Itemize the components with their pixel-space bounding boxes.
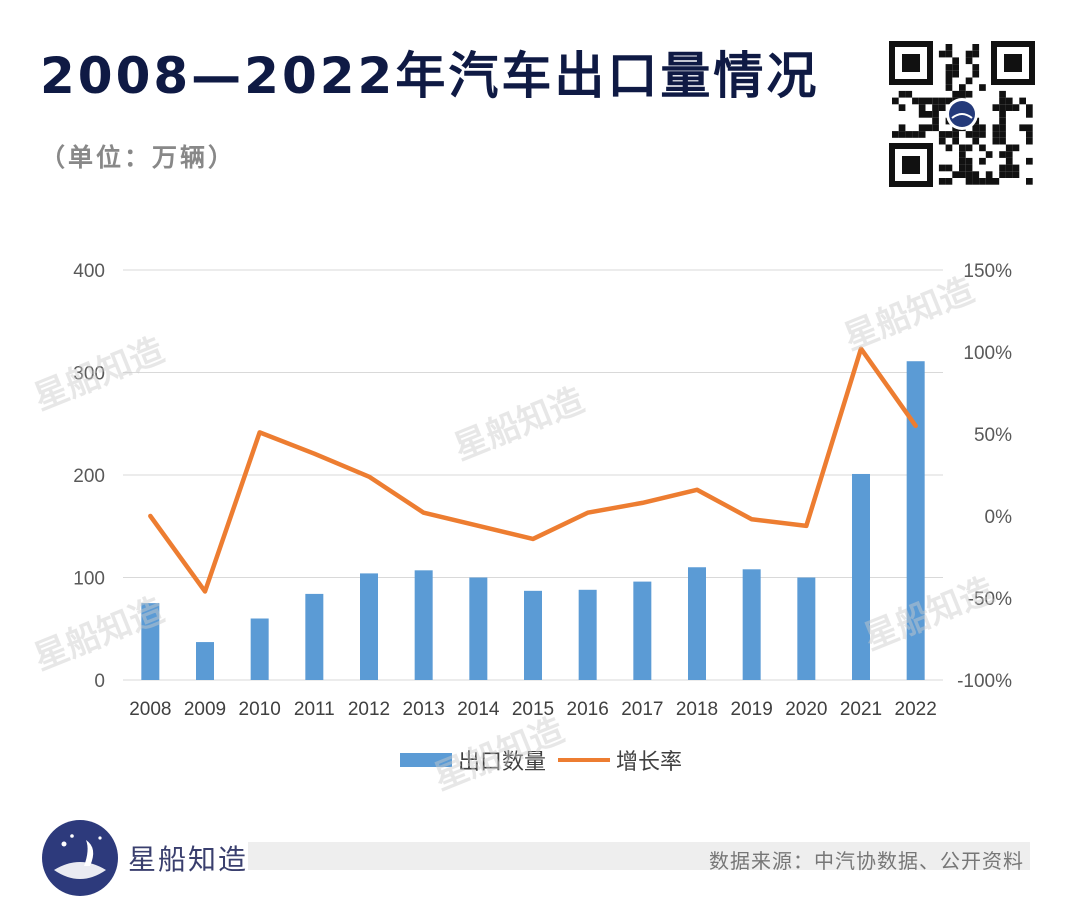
x-tick-label: 2022 <box>895 699 937 720</box>
starship-logo-icon <box>42 820 118 896</box>
watermark: 星船知造 <box>448 380 589 468</box>
watermark: 星船知造 <box>858 570 999 658</box>
x-tick-label: 2010 <box>239 699 281 720</box>
x-tick-label: 2008 <box>129 699 171 720</box>
page-title: 2008—2022年汽车出口量情况 <box>40 47 820 105</box>
bar <box>414 570 433 680</box>
bar <box>250 618 269 680</box>
x-tick-label: 2011 <box>294 699 335 720</box>
y-left-tick-label: 100 <box>73 569 105 590</box>
y-left-tick-label: 200 <box>73 466 105 487</box>
footer-bar <box>248 842 1030 870</box>
y-right-tick-label: 150% <box>963 261 1012 282</box>
y-left-tick-label: 0 <box>94 671 105 692</box>
brand-name: 星船知造 <box>128 843 249 876</box>
growth-line <box>148 346 918 594</box>
data-source: 数据来源：中汽协数据、公开资料 <box>709 849 1024 873</box>
y-right-tick-label: 0% <box>985 507 1013 528</box>
bar <box>469 577 488 680</box>
y-right-tick-label: -50% <box>968 589 1012 610</box>
bar <box>688 567 706 680</box>
x-tick-label: 2019 <box>731 699 773 720</box>
x-tick-label: 2021 <box>840 699 882 720</box>
x-tick-label: 2014 <box>457 699 500 720</box>
combo-chart: 0 100 200 300 400 -100% -50% 0% 50% 100% 150% 2008 2… <box>28 261 1013 798</box>
bar <box>360 573 378 680</box>
y-right-tick-label: 50% <box>974 425 1012 446</box>
y-right-tick-label: -100% <box>957 671 1012 692</box>
unit-label: （单位：万辆） <box>40 143 237 172</box>
bar <box>852 473 870 680</box>
bar <box>797 577 816 680</box>
x-tick-label: 2018 <box>676 699 718 720</box>
bar <box>196 642 214 680</box>
x-tick-label: 2020 <box>785 699 827 720</box>
bar <box>742 569 761 680</box>
watermark: 星船知造 <box>28 330 169 418</box>
legend-bar-label: 出口数量 <box>458 750 546 775</box>
x-tick-label: 2016 <box>567 699 609 720</box>
x-tick-label: 2013 <box>403 699 445 720</box>
y-right-tick-label: 100% <box>963 343 1012 364</box>
y-left-tick-label: 400 <box>73 261 105 282</box>
bar <box>524 590 542 680</box>
y-left-tick-label: 300 <box>73 364 105 385</box>
x-tick-label: 2015 <box>512 699 554 720</box>
watermark: 星船知造 <box>838 270 979 358</box>
watermark: 星船知造 <box>428 710 569 798</box>
bar <box>141 603 160 680</box>
legend-bar-swatch <box>400 753 452 767</box>
x-tick-label: 2017 <box>621 699 663 720</box>
bar <box>633 581 652 680</box>
qr-code-icon <box>888 40 1036 188</box>
legend-line-label: 增长率 <box>616 750 682 775</box>
x-tick-label: 2009 <box>184 699 226 720</box>
bar <box>305 593 324 680</box>
bar <box>578 589 597 680</box>
x-tick-label: 2012 <box>348 699 390 720</box>
bar <box>906 361 925 680</box>
